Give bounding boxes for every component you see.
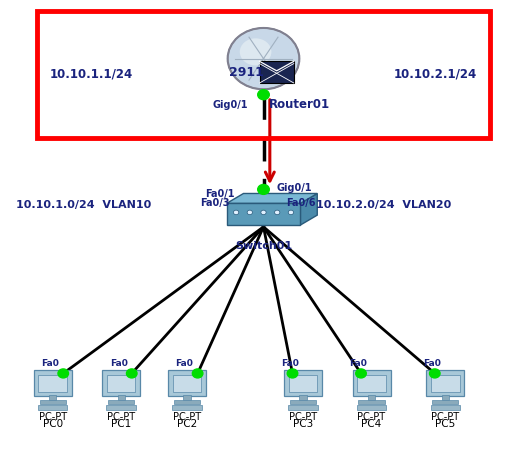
Circle shape (192, 369, 203, 378)
FancyBboxPatch shape (299, 395, 307, 400)
Text: PC-PT: PC-PT (173, 412, 201, 422)
Text: Switch01: Switch01 (235, 241, 292, 251)
Circle shape (247, 210, 252, 215)
Text: PC3: PC3 (293, 419, 313, 429)
FancyBboxPatch shape (431, 405, 460, 410)
FancyBboxPatch shape (368, 395, 375, 400)
FancyBboxPatch shape (288, 405, 318, 410)
Circle shape (288, 210, 294, 215)
FancyBboxPatch shape (353, 370, 391, 396)
Circle shape (58, 369, 69, 378)
Text: 10.10.1.0/24  VLAN10: 10.10.1.0/24 VLAN10 (16, 200, 151, 210)
Text: Gig0/1: Gig0/1 (277, 183, 312, 193)
FancyBboxPatch shape (442, 395, 449, 400)
Circle shape (430, 369, 440, 378)
Circle shape (228, 28, 299, 89)
FancyBboxPatch shape (290, 400, 316, 404)
Text: 2911: 2911 (229, 66, 264, 78)
FancyBboxPatch shape (289, 374, 317, 391)
FancyBboxPatch shape (227, 203, 300, 225)
Text: PC-PT: PC-PT (357, 412, 386, 422)
Circle shape (233, 210, 239, 215)
Circle shape (126, 369, 137, 378)
FancyBboxPatch shape (38, 405, 67, 410)
FancyBboxPatch shape (108, 400, 134, 404)
Circle shape (258, 184, 269, 194)
FancyBboxPatch shape (284, 370, 322, 396)
Polygon shape (227, 193, 317, 203)
Text: Router01: Router01 (269, 98, 330, 111)
Text: Fa0/3: Fa0/3 (200, 198, 229, 208)
Text: Fa0: Fa0 (175, 359, 193, 368)
Text: Fa0: Fa0 (349, 359, 367, 368)
Bar (37, 11, 490, 138)
FancyBboxPatch shape (357, 405, 386, 410)
FancyBboxPatch shape (168, 370, 206, 396)
Circle shape (275, 210, 280, 215)
Text: PC0: PC0 (43, 419, 63, 429)
Circle shape (240, 38, 271, 65)
FancyBboxPatch shape (118, 395, 125, 400)
FancyBboxPatch shape (426, 370, 464, 396)
Text: PC1: PC1 (111, 419, 131, 429)
FancyBboxPatch shape (173, 374, 201, 391)
Text: Fa0/1: Fa0/1 (206, 189, 235, 199)
FancyBboxPatch shape (49, 395, 56, 400)
Polygon shape (300, 193, 317, 225)
FancyBboxPatch shape (183, 395, 191, 400)
Circle shape (261, 210, 266, 215)
Text: PC-PT: PC-PT (38, 412, 67, 422)
FancyBboxPatch shape (260, 61, 294, 83)
Circle shape (258, 90, 269, 100)
Circle shape (287, 369, 298, 378)
Text: Fa0/6: Fa0/6 (286, 198, 315, 208)
Text: 10.10.2.0/24  VLAN20: 10.10.2.0/24 VLAN20 (316, 200, 452, 210)
Circle shape (356, 369, 366, 378)
FancyBboxPatch shape (358, 400, 385, 404)
Text: PC4: PC4 (362, 419, 382, 429)
FancyBboxPatch shape (106, 405, 136, 410)
FancyBboxPatch shape (172, 405, 202, 410)
FancyBboxPatch shape (107, 374, 135, 391)
Text: Gig0/1: Gig0/1 (212, 100, 248, 110)
FancyBboxPatch shape (38, 374, 67, 391)
FancyBboxPatch shape (40, 400, 66, 404)
Text: Fa0: Fa0 (110, 359, 128, 368)
FancyBboxPatch shape (34, 370, 72, 396)
Text: PC-PT: PC-PT (107, 412, 135, 422)
FancyBboxPatch shape (174, 400, 200, 404)
Text: PC-PT: PC-PT (289, 412, 317, 422)
Text: 10.10.1.1/24: 10.10.1.1/24 (50, 68, 133, 81)
Text: PC-PT: PC-PT (431, 412, 460, 422)
Text: Fa0: Fa0 (423, 359, 441, 368)
Text: PC5: PC5 (435, 419, 455, 429)
FancyBboxPatch shape (357, 374, 386, 391)
FancyBboxPatch shape (102, 370, 140, 396)
FancyBboxPatch shape (432, 400, 458, 404)
FancyBboxPatch shape (431, 374, 460, 391)
Text: PC2: PC2 (177, 419, 197, 429)
Text: 10.10.2.1/24: 10.10.2.1/24 (394, 68, 477, 81)
Text: Fa0: Fa0 (281, 359, 299, 368)
Text: Fa0: Fa0 (41, 359, 59, 368)
